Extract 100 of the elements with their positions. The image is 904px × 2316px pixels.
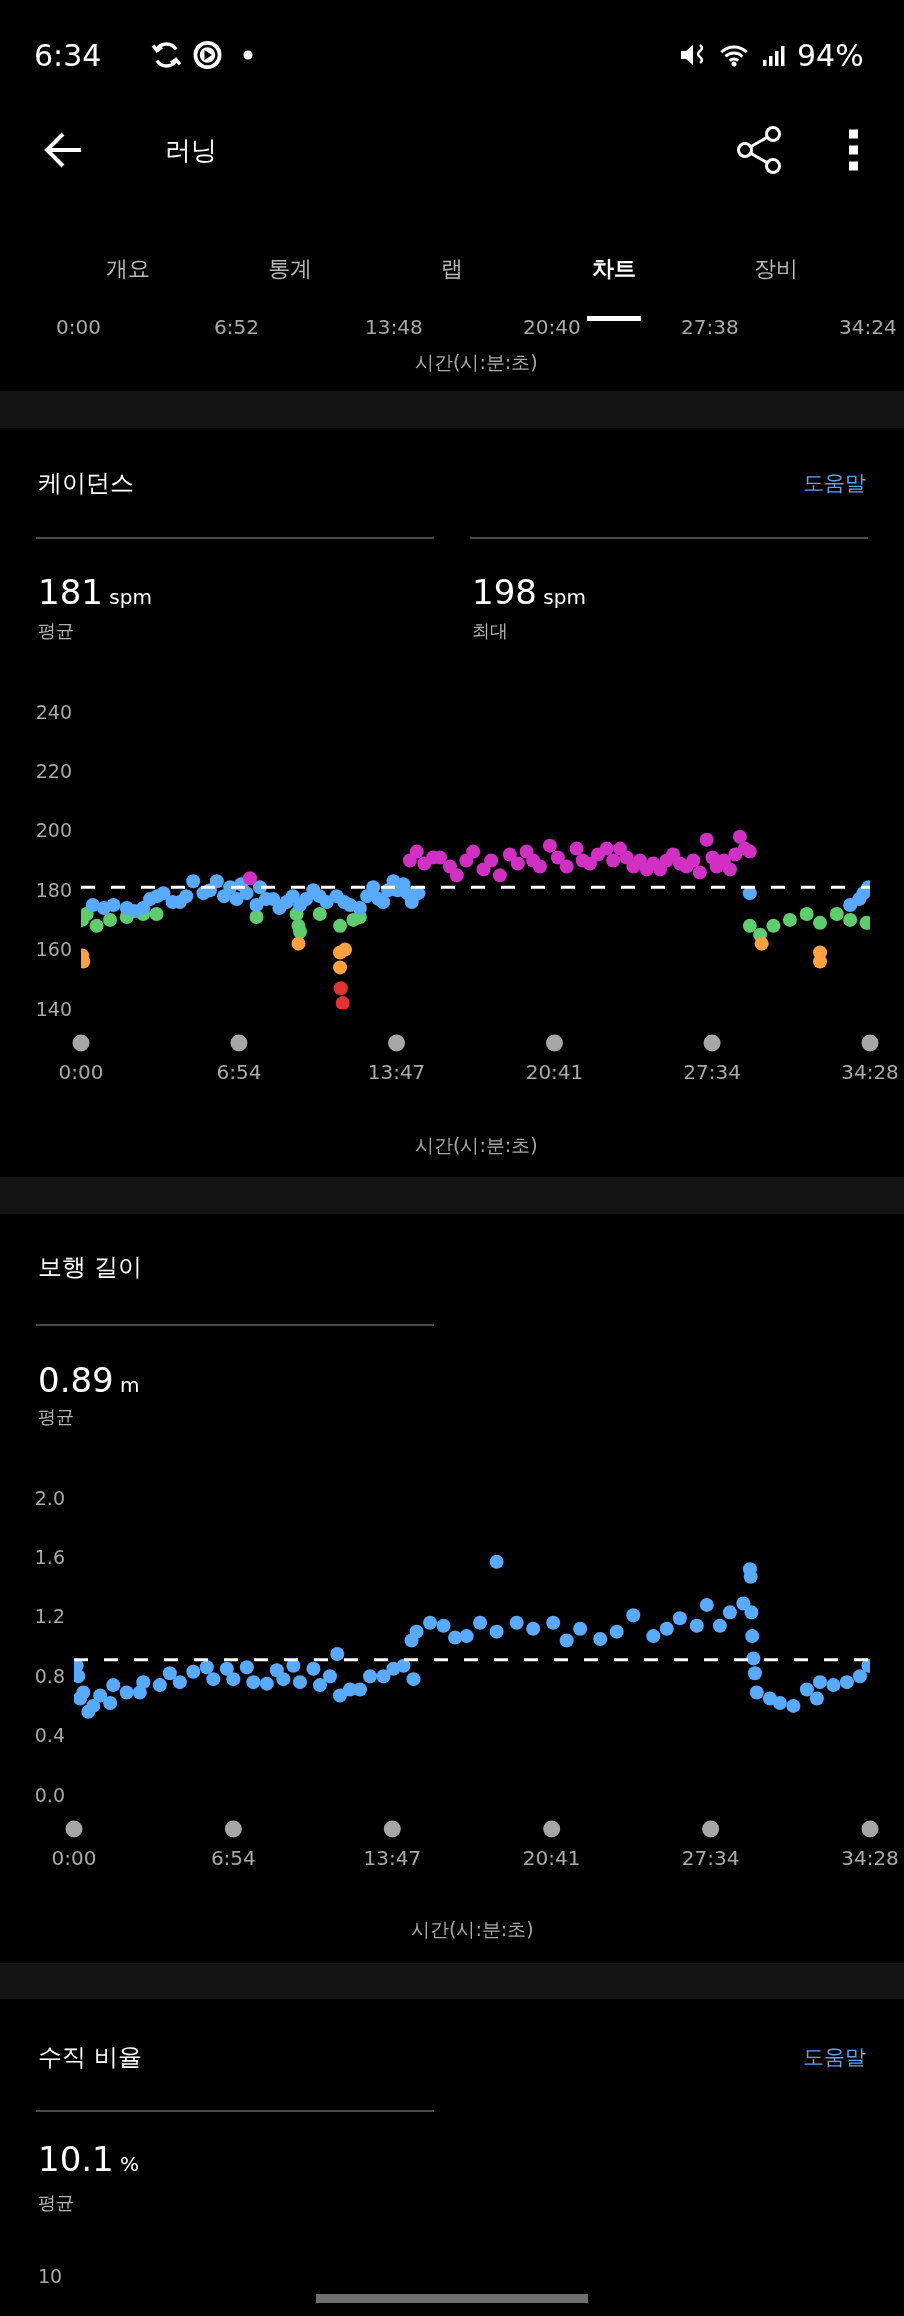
point [243, 871, 258, 886]
point [569, 841, 584, 856]
point [89, 918, 104, 933]
point [103, 912, 117, 927]
point [599, 841, 614, 856]
point [829, 906, 844, 921]
point [843, 912, 858, 927]
point [85, 898, 100, 913]
text: 평균 [38, 1406, 74, 1427]
text: 평균 [38, 2192, 74, 2213]
text: 도움말 [803, 2045, 866, 2069]
point [209, 874, 224, 889]
point [106, 898, 121, 913]
point [582, 856, 597, 871]
x-tick-label: 6:54 [210, 1846, 256, 1870]
chart-title: 케이던스 [38, 469, 134, 497]
y-tick-label: 220 [35, 760, 72, 783]
point [409, 844, 424, 859]
point [335, 996, 350, 1009]
x-tick-label: 27:34 [683, 1060, 741, 1084]
point [699, 832, 714, 847]
text: 10 [38, 2265, 63, 2287]
chart-title: 보행 길이 [38, 1253, 142, 1281]
text: 13:48 [365, 315, 423, 339]
point [542, 838, 557, 853]
y-tick-label: 1.6 [34, 1546, 65, 1569]
point [312, 906, 327, 921]
point [366, 880, 381, 895]
y-tick-label: 200 [35, 819, 72, 842]
x-axis-title: 시간(시:분:초) [415, 1134, 538, 1156]
y-tick-label: 0.4 [34, 1724, 65, 1747]
x-tick-label: 13:47 [367, 1060, 426, 1084]
point [149, 906, 164, 921]
text: 통계 [268, 256, 312, 281]
point [299, 892, 314, 907]
y-tick-label: 0.8 [34, 1664, 65, 1687]
point [742, 918, 757, 933]
point [782, 912, 797, 927]
x-tick-label: 20:41 [522, 1846, 581, 1870]
text: 평균 [38, 620, 74, 641]
y-tick-label: 180 [35, 878, 72, 901]
text: 0.89 m [38, 1360, 140, 1400]
point [338, 942, 353, 957]
point [249, 909, 264, 924]
y-tick-label: 160 [35, 938, 72, 961]
point [813, 915, 828, 930]
y-tick-label: 2.0 [34, 1486, 65, 1509]
y-tick-label: 0.0 [34, 1783, 65, 1806]
text: 10.1 % [38, 2139, 140, 2179]
point [742, 844, 757, 859]
text: 수직 비율 [38, 2043, 142, 2071]
y-tick-label: 240 [35, 700, 72, 723]
point [502, 847, 517, 862]
x-tick-label: 27:34 [681, 1846, 740, 1870]
text: 181 spm [38, 572, 152, 612]
point [291, 936, 306, 951]
text: 6:34 [34, 38, 102, 73]
point [732, 829, 747, 844]
x-tick-label: 0:00 [51, 1846, 97, 1870]
point [559, 859, 574, 874]
point [319, 895, 334, 910]
point [466, 844, 481, 859]
x-tick-label: 34:28 [841, 1060, 899, 1084]
point [449, 868, 464, 883]
point [136, 901, 151, 916]
text: 0:00 [56, 315, 101, 339]
text: 개요 [106, 256, 150, 281]
text: 장비 [754, 256, 798, 281]
point [606, 853, 621, 868]
point [692, 865, 707, 880]
point [333, 918, 348, 933]
text: 시간(시:분:초) [415, 351, 538, 373]
point [754, 936, 769, 951]
point [352, 901, 367, 916]
x-tick-label: 20:41 [525, 1060, 584, 1084]
point [285, 889, 300, 904]
text: 차트 [592, 256, 636, 281]
point [229, 892, 244, 907]
x-tick-label: 0:00 [58, 1060, 104, 1084]
point [686, 853, 701, 868]
point [492, 868, 507, 883]
y-tick-label: 1.2 [34, 1605, 65, 1628]
point [333, 960, 348, 975]
point [799, 906, 814, 921]
text: 198 spm [472, 572, 586, 612]
point [333, 981, 348, 996]
point [813, 954, 828, 969]
point [186, 874, 201, 889]
point [510, 856, 525, 871]
text: 도움말 [803, 471, 866, 495]
text: 최대 [472, 620, 508, 641]
point [239, 886, 254, 901]
point [179, 889, 194, 904]
point [722, 862, 737, 877]
x-tick-label: 6:54 [216, 1060, 262, 1084]
point [484, 853, 499, 868]
point [376, 895, 391, 910]
x-tick-label: 13:47 [363, 1846, 422, 1870]
point [156, 886, 171, 901]
text: 94% [797, 38, 864, 73]
